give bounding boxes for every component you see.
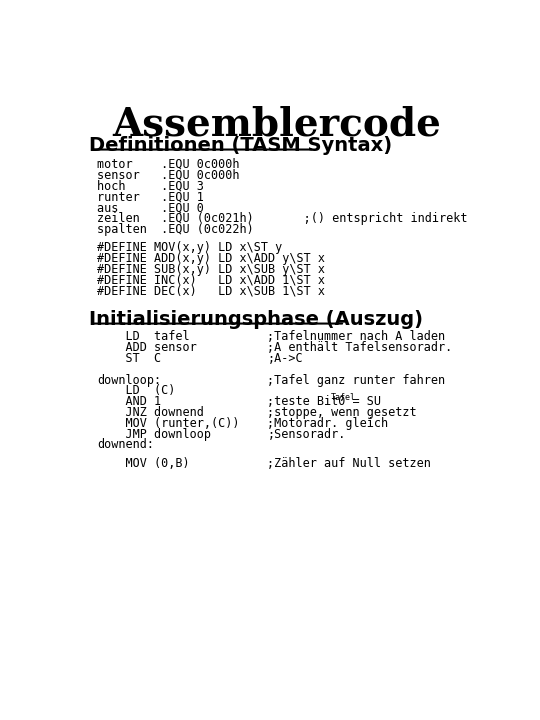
Text: downloop:: downloop: bbox=[97, 374, 161, 387]
Text: ;Tafelnummer nach A laden: ;Tafelnummer nach A laden bbox=[267, 330, 446, 343]
Text: ST  C: ST C bbox=[97, 352, 161, 365]
Text: downend:: downend: bbox=[97, 438, 154, 451]
Text: AND 1: AND 1 bbox=[97, 395, 161, 408]
Text: sensor   .EQU 0c000h: sensor .EQU 0c000h bbox=[97, 168, 239, 181]
Text: #DEFINE MOV(x,y) LD x\ST y: #DEFINE MOV(x,y) LD x\ST y bbox=[97, 241, 282, 254]
Text: Tafel: Tafel bbox=[330, 393, 355, 402]
Text: Initialisierungsphase (Auszug): Initialisierungsphase (Auszug) bbox=[89, 310, 423, 330]
Text: MOV (0,B): MOV (0,B) bbox=[97, 456, 190, 469]
Text: #DEFINE DEC(x)   LD x\SUB 1\ST x: #DEFINE DEC(x) LD x\SUB 1\ST x bbox=[97, 284, 325, 297]
Text: hoch     .EQU 3: hoch .EQU 3 bbox=[97, 179, 204, 192]
Text: LD  (C): LD (C) bbox=[97, 384, 176, 397]
Text: motor    .EQU 0c000h: motor .EQU 0c000h bbox=[97, 158, 239, 171]
Text: ;Zähler auf Null setzen: ;Zähler auf Null setzen bbox=[267, 456, 431, 469]
Text: aus      .EQU 0: aus .EQU 0 bbox=[97, 201, 204, 214]
Text: LD  tafel: LD tafel bbox=[97, 330, 190, 343]
Text: JNZ downend: JNZ downend bbox=[97, 406, 204, 419]
Text: ;teste Bit0 = SU: ;teste Bit0 = SU bbox=[267, 395, 381, 408]
Text: Definitionen (TASM Syntax): Definitionen (TASM Syntax) bbox=[89, 137, 393, 156]
Text: #DEFINE INC(x)   LD x\ADD 1\ST x: #DEFINE INC(x) LD x\ADD 1\ST x bbox=[97, 274, 325, 287]
Text: ADD sensor: ADD sensor bbox=[97, 341, 197, 354]
Text: ;A->C: ;A->C bbox=[267, 352, 303, 365]
Text: ;A enthält Tafelsensoradr.: ;A enthält Tafelsensoradr. bbox=[267, 341, 453, 354]
Text: Assemblercode: Assemblercode bbox=[112, 106, 441, 144]
Text: #DEFINE SUB(x,y) LD x\SUB y\ST x: #DEFINE SUB(x,y) LD x\SUB y\ST x bbox=[97, 263, 325, 276]
Text: runter   .EQU 1: runter .EQU 1 bbox=[97, 190, 204, 203]
Text: ;Sensoradr.: ;Sensoradr. bbox=[267, 428, 346, 441]
Text: zeilen   .EQU (0c021h)       ;() entspricht indirekt: zeilen .EQU (0c021h) ;() entspricht indi… bbox=[97, 212, 468, 225]
Text: ;Tafel ganz runter fahren: ;Tafel ganz runter fahren bbox=[267, 374, 446, 387]
Text: JMP downloop: JMP downloop bbox=[97, 428, 211, 441]
Text: #DEFINE ADD(x,y) LD x\ADD y\ST x: #DEFINE ADD(x,y) LD x\ADD y\ST x bbox=[97, 252, 325, 265]
Text: spalten  .EQU (0c022h): spalten .EQU (0c022h) bbox=[97, 222, 254, 235]
Text: ;Motoradr. gleich: ;Motoradr. gleich bbox=[267, 417, 389, 430]
Text: MOV (runter,(C)): MOV (runter,(C)) bbox=[97, 417, 239, 430]
Text: ;stoppe, wenn gesetzt: ;stoppe, wenn gesetzt bbox=[267, 406, 417, 419]
